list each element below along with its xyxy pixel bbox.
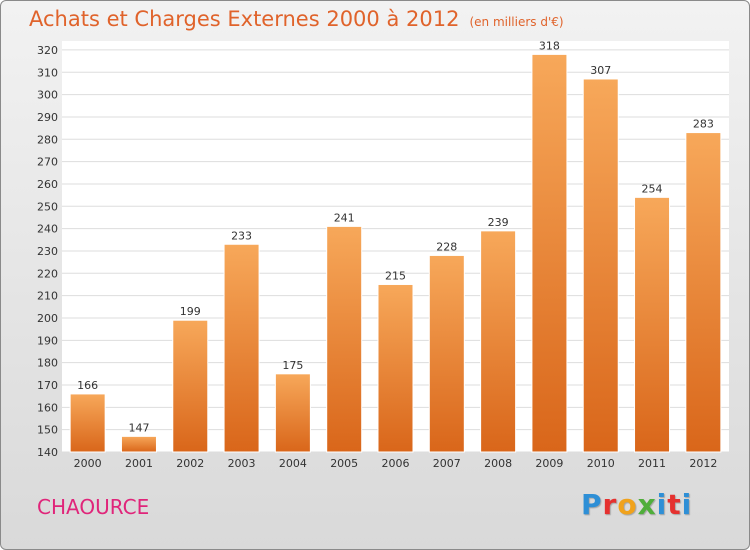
bar-value-label: 166	[77, 379, 98, 392]
x-tick-label: 2010	[587, 457, 615, 470]
logo-letter: i	[681, 488, 693, 521]
logo-letter: P	[581, 488, 603, 521]
bar	[377, 283, 414, 453]
bar	[531, 53, 568, 453]
y-tick-label: 210	[37, 290, 58, 303]
y-tick-label: 200	[37, 312, 58, 325]
bar-value-label: 228	[436, 240, 457, 253]
x-axis: 2000 2001 2002 2003 2004 2005 2006 2007 2008 2009…	[74, 457, 718, 470]
x-tick-label: 2008	[484, 457, 512, 470]
bar	[274, 373, 311, 453]
x-tick-label: 2007	[433, 457, 461, 470]
y-tick-label: 220	[37, 267, 58, 280]
bar	[428, 254, 465, 453]
x-tick-label: 2004	[279, 457, 307, 470]
x-tick-label: 2003	[228, 457, 256, 470]
y-tick-label: 300	[37, 89, 58, 102]
bar	[326, 225, 363, 453]
place-name: CHAOURCE	[37, 495, 150, 519]
x-tick-label: 2002	[176, 457, 204, 470]
bar	[172, 319, 209, 453]
bar	[69, 393, 106, 453]
x-tick-label: 2009	[535, 457, 563, 470]
bar-value-label: 239	[488, 216, 509, 229]
y-tick-label: 190	[37, 334, 58, 347]
x-tick-label: 2001	[125, 457, 153, 470]
bar	[223, 243, 260, 453]
bar	[120, 435, 157, 453]
y-tick-label: 230	[37, 245, 58, 258]
chart-subtitle: (en milliers d'€)	[469, 15, 564, 29]
bar-value-label: 254	[642, 182, 663, 195]
y-tick-label: 150	[37, 424, 58, 437]
bar-value-label: 215	[385, 269, 406, 282]
bar-value-label: 147	[128, 421, 149, 434]
bar	[685, 132, 722, 453]
y-tick-label: 160	[37, 401, 58, 414]
y-tick-label: 290	[37, 111, 58, 124]
proxiti-logo[interactable]: Proxiti	[581, 488, 692, 521]
bar-value-label: 241	[334, 211, 355, 224]
bar	[480, 230, 517, 453]
x-tick-label: 2006	[382, 457, 410, 470]
logo-letter: t	[667, 488, 682, 521]
y-tick-label: 320	[37, 44, 58, 57]
y-tick-label: 170	[37, 379, 58, 392]
bar-value-label: 199	[180, 305, 201, 318]
x-tick-label: 2012	[689, 457, 717, 470]
y-tick-label: 280	[37, 133, 58, 146]
bars: 166 147 199 233 175 241 215 228 239 318 307 254 283	[69, 39, 722, 453]
logo-letter: i	[656, 488, 668, 521]
logo-letter: o	[617, 488, 638, 521]
y-tick-label: 270	[37, 156, 58, 169]
x-tick-label: 2011	[638, 457, 666, 470]
bar-value-label: 283	[693, 118, 714, 131]
y-tick-label: 250	[37, 200, 58, 213]
bar-value-label: 318	[539, 39, 560, 52]
x-tick-label: 2000	[74, 457, 102, 470]
y-tick-label: 310	[37, 66, 58, 79]
logo-letter: r	[602, 488, 618, 521]
y-tick-label: 240	[37, 223, 58, 236]
y-tick-label: 180	[37, 357, 58, 370]
bar-value-label: 307	[590, 64, 611, 77]
bar-value-label: 233	[231, 229, 252, 242]
bar-value-label: 175	[282, 359, 303, 372]
y-tick-label: 260	[37, 178, 58, 191]
logo-letter: x	[637, 488, 657, 521]
y-axis: 140 150 160 170 180 190 200 210 220 230 240 250 260 2…	[37, 44, 58, 459]
bar	[582, 78, 619, 453]
bar	[634, 196, 671, 453]
x-tick-label: 2005	[330, 457, 358, 470]
chart-title: Achats et Charges Externes 2000 à 2012 (e…	[29, 7, 564, 31]
y-tick-label: 140	[37, 446, 58, 459]
